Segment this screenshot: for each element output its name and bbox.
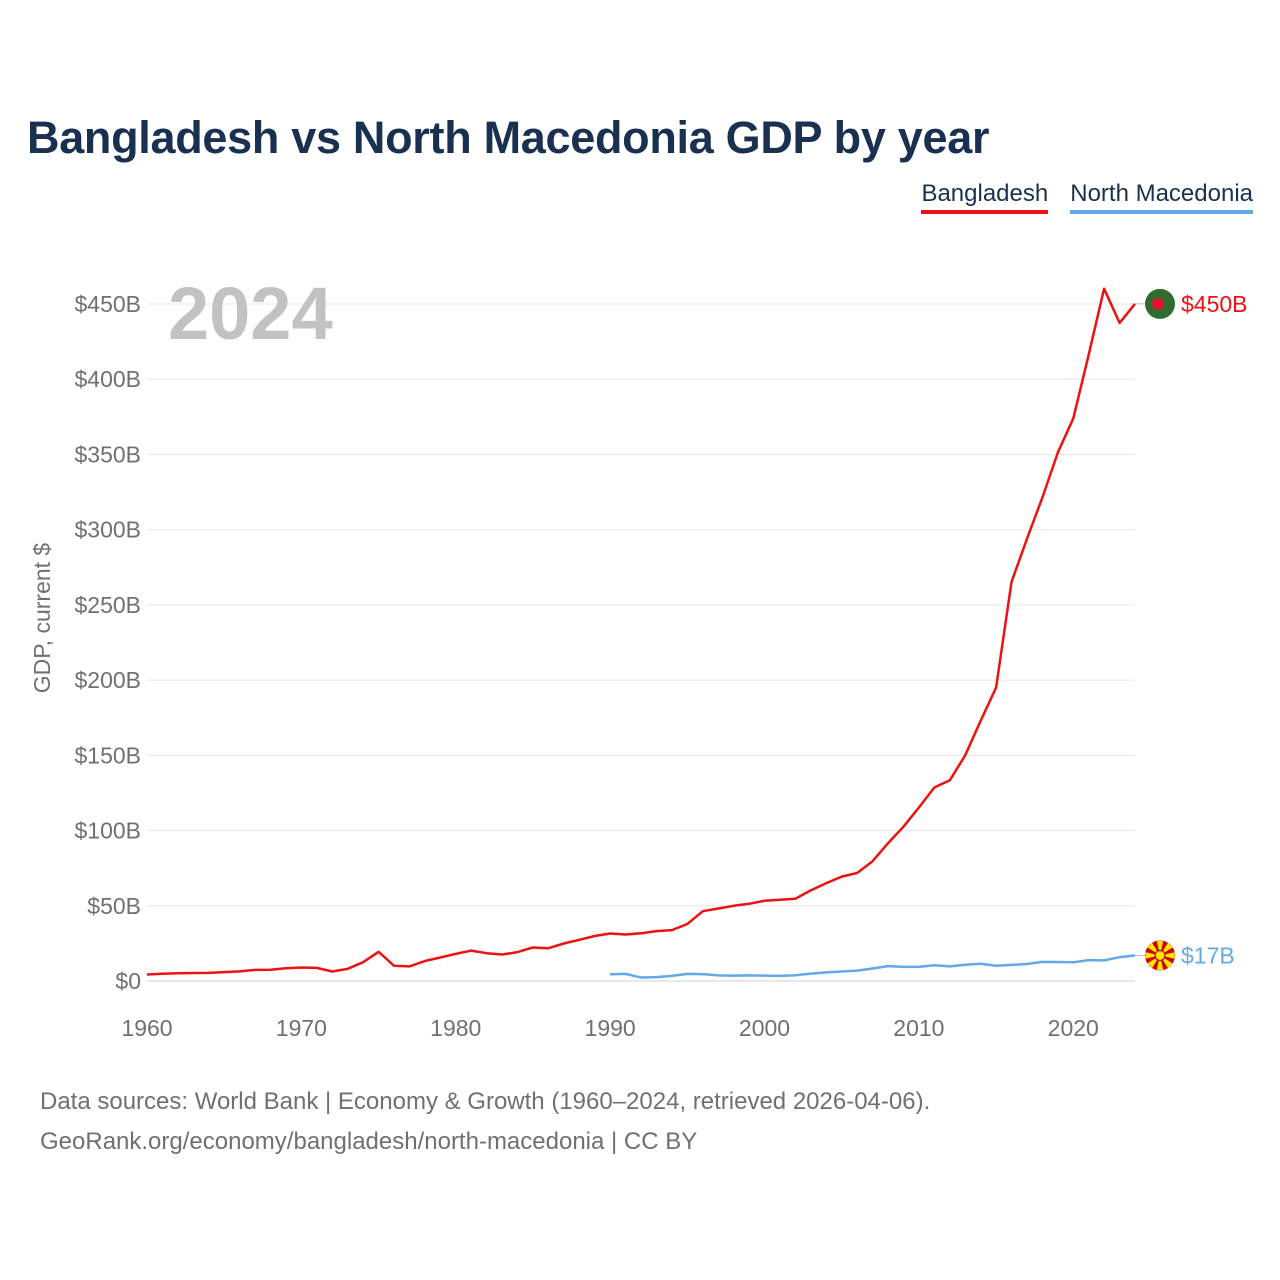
- y-tick-label: $400B: [74, 366, 141, 392]
- x-tick-label: 2010: [893, 1015, 944, 1041]
- legend: Bangladesh North Macedonia: [921, 180, 1253, 214]
- x-tick-label: 2000: [739, 1015, 790, 1041]
- legend-item-north-macedonia[interactable]: North Macedonia: [1070, 180, 1253, 214]
- x-axis-tick-labels: 1960 1970 1980 1990 2000 2010 2020: [121, 1015, 1098, 1041]
- y-tick-label: $350B: [74, 441, 141, 467]
- end-markers: $450B $17B: [1135, 288, 1248, 971]
- x-tick-label: 1960: [121, 1015, 172, 1041]
- y-tick-label: $100B: [74, 818, 141, 844]
- y-tick-label: $300B: [74, 517, 141, 543]
- y-tick-label: $50B: [87, 893, 141, 919]
- x-tick-label: 1980: [430, 1015, 481, 1041]
- flag-disc: [1152, 297, 1164, 310]
- x-tick-label: 1990: [585, 1015, 636, 1041]
- bangladesh-flag-icon: [1145, 288, 1175, 319]
- end-value-label: $450B: [1181, 291, 1248, 317]
- y-tick-label: $200B: [74, 667, 141, 693]
- gridlines: [147, 303, 1135, 982]
- y-tick-label: $450B: [74, 291, 141, 317]
- line-chart: $0 $50B $100B $150B $200B $250B $300B $350B $400…: [29, 272, 1248, 1041]
- x-tick-label: 2020: [1048, 1015, 1099, 1041]
- y-tick-label: $150B: [74, 742, 141, 768]
- x-tick-label: 1970: [276, 1015, 327, 1041]
- footer-source: Data sources: World Bank | Economy & Gro…: [40, 1088, 931, 1115]
- footer: Data sources: World Bank | Economy & Gro…: [40, 1082, 930, 1162]
- legend-item-bangladesh[interactable]: Bangladesh: [921, 180, 1049, 214]
- series-line-north-macedonia[interactable]: [610, 954, 1136, 979]
- y-axis-title: GDP, current $: [29, 543, 55, 694]
- y-axis-tick-labels: $0 $50B $100B $150B $200B $250B $300B $350B $400…: [74, 291, 141, 994]
- year-label: 2024: [168, 272, 333, 355]
- footer-credit-link[interactable]: GeoRank.org/economy/bangladesh/north-mac…: [40, 1128, 698, 1155]
- north-macedonia-flag-icon: [1145, 940, 1175, 971]
- flag-ray: [1156, 955, 1164, 971]
- y-tick-label: $0: [115, 968, 141, 994]
- flag-ray: [1156, 940, 1164, 956]
- series-line-bangladesh[interactable]: [146, 287, 1136, 976]
- flag-ray: [1145, 952, 1160, 959]
- chart-title: Bangladesh vs North Macedonia GDP by yea…: [27, 112, 990, 163]
- flag-ray: [1160, 952, 1175, 959]
- y-tick-label: $250B: [74, 592, 141, 618]
- flag-sun: [1154, 949, 1166, 962]
- end-value-label: $17B: [1181, 942, 1235, 968]
- series: [146, 287, 1136, 979]
